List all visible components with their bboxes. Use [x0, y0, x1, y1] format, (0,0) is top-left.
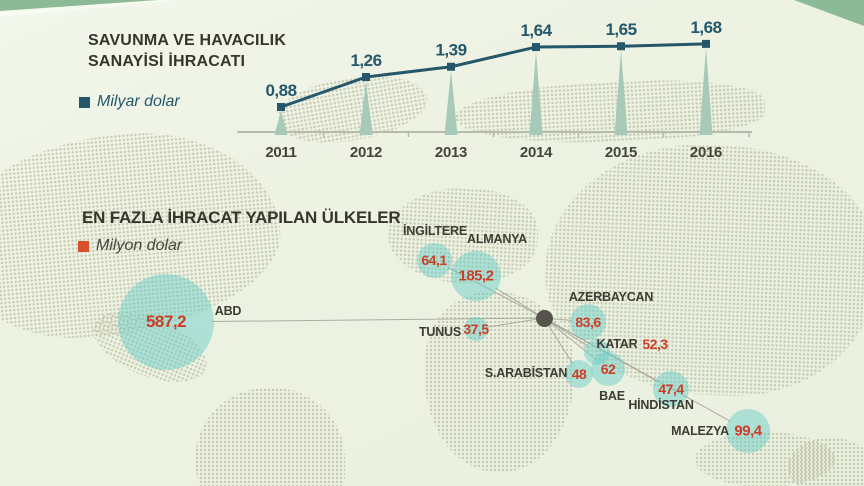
- chart-legend: Milyar dolar: [79, 93, 180, 111]
- country-value-label: 185,2: [458, 267, 494, 285]
- chart-legend-label: Milyar dolar: [97, 93, 180, 110]
- country-bubble: [118, 274, 214, 370]
- map-legend: Milyon dolar: [78, 237, 182, 255]
- corner-accent-top-left: [0, 0, 158, 11]
- teal-legend-swatch-icon: [79, 96, 90, 108]
- chart-title-line2: SANAYİSİ İHRACATI: [88, 53, 246, 70]
- country-name-label: KATAR: [596, 337, 638, 351]
- country-name-label: MALEZYA: [671, 424, 729, 438]
- country-value-label: 37,5: [463, 321, 489, 337]
- country-name-label: S.ARABİSTAN: [484, 366, 568, 380]
- map-region-south-america: [195, 388, 345, 486]
- country-name-label: AZERBAYCAN: [568, 290, 654, 304]
- country-bubble: [416, 242, 452, 278]
- country-name-label: ABD: [214, 304, 242, 318]
- orange-legend-swatch-icon: [78, 240, 89, 252]
- country-value-label: 52,3: [642, 336, 668, 352]
- country-value-label: 48: [571, 366, 587, 382]
- country-value-label: 99,4: [734, 422, 762, 440]
- country-name-label: İNGİLTERE: [403, 224, 467, 238]
- map-legend-label: Milyon dolar: [96, 237, 183, 254]
- country-bubble: [726, 409, 770, 453]
- map-section-title: EN FAZLA İHRACAT YAPILAN ÜLKELER: [82, 208, 401, 227]
- chart-title-line1: SAVUNMA VE HAVACILIK: [88, 32, 287, 49]
- country-value-label: 64,1: [421, 252, 447, 268]
- map-region-australia: [788, 438, 864, 486]
- country-value-label: 83,6: [575, 314, 601, 330]
- country-value-label: 587,2: [145, 312, 187, 331]
- country-value-label: 62: [600, 361, 616, 377]
- country-value-label: 47,4: [658, 381, 684, 397]
- chart-title: SAVUNMA VE HAVACILIK SANAYİSİ İHRACATI: [88, 30, 286, 72]
- country-name-label: ALMANYA: [467, 232, 527, 246]
- country-name-label: HİNDİSTAN: [628, 398, 694, 412]
- country-name-label: BAE: [599, 389, 625, 403]
- country-name-label: TUNUS: [418, 325, 462, 339]
- turkey-hub-dot: [535, 309, 553, 327]
